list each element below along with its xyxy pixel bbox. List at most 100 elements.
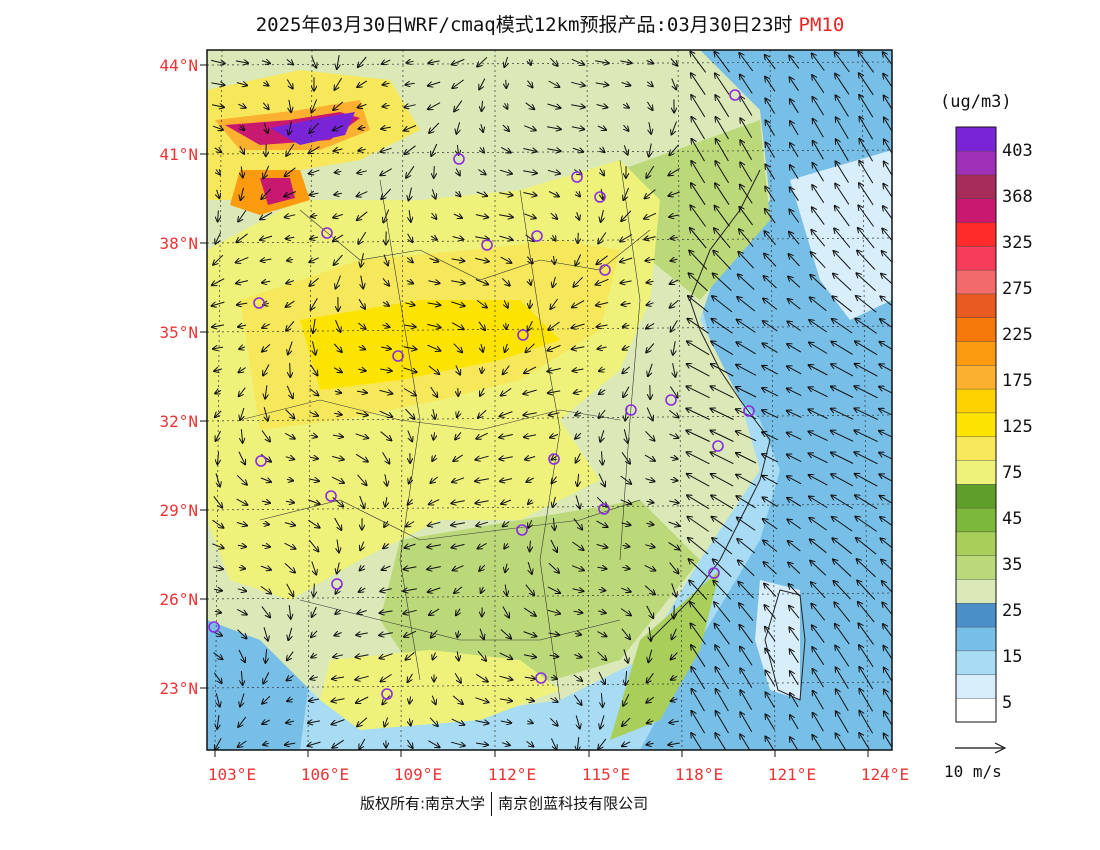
wind-arrow — [691, 95, 706, 118]
station-marker — [208, 621, 220, 633]
wind-arrow — [404, 325, 415, 327]
wind-arrow — [213, 496, 222, 507]
wind-arrow — [379, 633, 393, 636]
wind-arrow — [575, 432, 582, 438]
wind-arrow — [481, 586, 484, 593]
wind-arrow — [712, 517, 733, 532]
wind-arrow — [478, 321, 485, 330]
wind-arrow — [832, 319, 853, 334]
wind-arrow — [835, 52, 850, 73]
wind-arrow — [674, 605, 675, 618]
wind-arrow — [530, 540, 531, 552]
wind-arrow — [738, 560, 755, 577]
wind-arrow — [834, 228, 851, 248]
wind-arrow — [649, 122, 651, 134]
wind-arrow — [573, 694, 581, 705]
wind-arrow — [553, 235, 556, 240]
wind-arrow — [550, 698, 557, 702]
colorbar-swatch — [955, 579, 997, 604]
wind-arrow — [687, 474, 710, 487]
wind-arrow — [572, 300, 585, 308]
wind-arrow — [238, 740, 247, 747]
wind-arrow — [239, 387, 246, 397]
wind-arrow — [240, 407, 244, 420]
wind-arrow — [832, 517, 853, 532]
lon-label: 121°E — [767, 765, 817, 784]
wind-arrow — [883, 646, 892, 661]
wind-arrow — [787, 344, 802, 353]
wind-arrow — [669, 434, 679, 438]
wind-arrow — [813, 163, 824, 182]
wind-arrow — [620, 608, 631, 616]
wind-arrow — [260, 566, 271, 570]
wind-arrow — [620, 61, 631, 63]
wind-arrow — [285, 215, 296, 218]
wind-arrow — [383, 209, 390, 223]
wind-arrow — [382, 695, 391, 705]
wind-arrow — [475, 697, 488, 703]
wind-arrow — [261, 61, 270, 64]
wind-arrow — [646, 165, 655, 178]
wind-arrow — [763, 541, 778, 552]
wind-arrow — [548, 391, 561, 393]
wind-arrow — [647, 303, 654, 305]
wind-arrow — [882, 581, 892, 593]
wind-arrow — [854, 452, 878, 465]
wind-arrow — [836, 689, 849, 711]
wind-arrow — [262, 720, 271, 724]
wind-arrow — [831, 364, 854, 377]
wind-arrow — [646, 343, 655, 353]
wind-arrow — [644, 237, 656, 240]
wind-arrow — [737, 297, 756, 312]
lat-label: 35°N — [159, 323, 198, 342]
wind-arrow — [691, 733, 703, 750]
wind-arrow — [261, 606, 270, 618]
wind-arrow — [263, 165, 270, 178]
wind-arrow — [711, 364, 734, 377]
wind-arrow — [528, 500, 532, 504]
wind-arrow — [812, 75, 825, 94]
wind-arrow — [359, 588, 366, 592]
wind-arrow — [431, 629, 438, 637]
wind-arrow — [238, 451, 245, 465]
wind-arrow — [571, 127, 584, 130]
wind-arrow — [409, 187, 412, 201]
wind-arrow — [530, 299, 531, 308]
wind-arrow — [859, 161, 874, 184]
wind-arrow — [740, 734, 751, 750]
wind-arrow — [549, 413, 560, 415]
wind-arrow — [738, 274, 755, 290]
wind-arrow — [525, 699, 534, 701]
wind-arrow — [808, 431, 828, 442]
lon-label: 103°E — [207, 765, 257, 784]
wind-arrow — [787, 454, 802, 463]
wind-arrow — [406, 521, 415, 527]
wind-arrow — [475, 479, 489, 481]
colorbar-swatch — [955, 317, 997, 342]
wind-arrow — [764, 584, 777, 597]
wind-arrow — [451, 718, 465, 725]
wind-arrow — [500, 479, 513, 482]
wind-arrow — [500, 256, 512, 263]
wind-arrow — [692, 689, 705, 712]
wind-arrow — [736, 453, 757, 464]
wind-arrow — [813, 141, 824, 160]
wind-arrow — [739, 603, 754, 622]
wind-arrow — [858, 52, 875, 73]
wind-arrow — [689, 559, 708, 578]
wind-arrow — [285, 457, 294, 460]
wind-arrow — [475, 721, 488, 724]
wind-arrow — [740, 140, 753, 160]
wind-arrow — [289, 605, 291, 619]
wind-arrow — [505, 102, 508, 109]
wind-arrow — [217, 189, 220, 198]
colorbar-frame — [955, 126, 997, 723]
wind-arrow — [429, 122, 440, 133]
wind-arrow — [576, 192, 580, 197]
wind-arrow — [526, 741, 534, 746]
wind-arrow — [311, 630, 318, 637]
wind-arrow — [359, 495, 365, 508]
wind-arrow — [600, 715, 605, 728]
wind-arrow — [337, 539, 339, 553]
wind-arrow — [237, 303, 248, 305]
